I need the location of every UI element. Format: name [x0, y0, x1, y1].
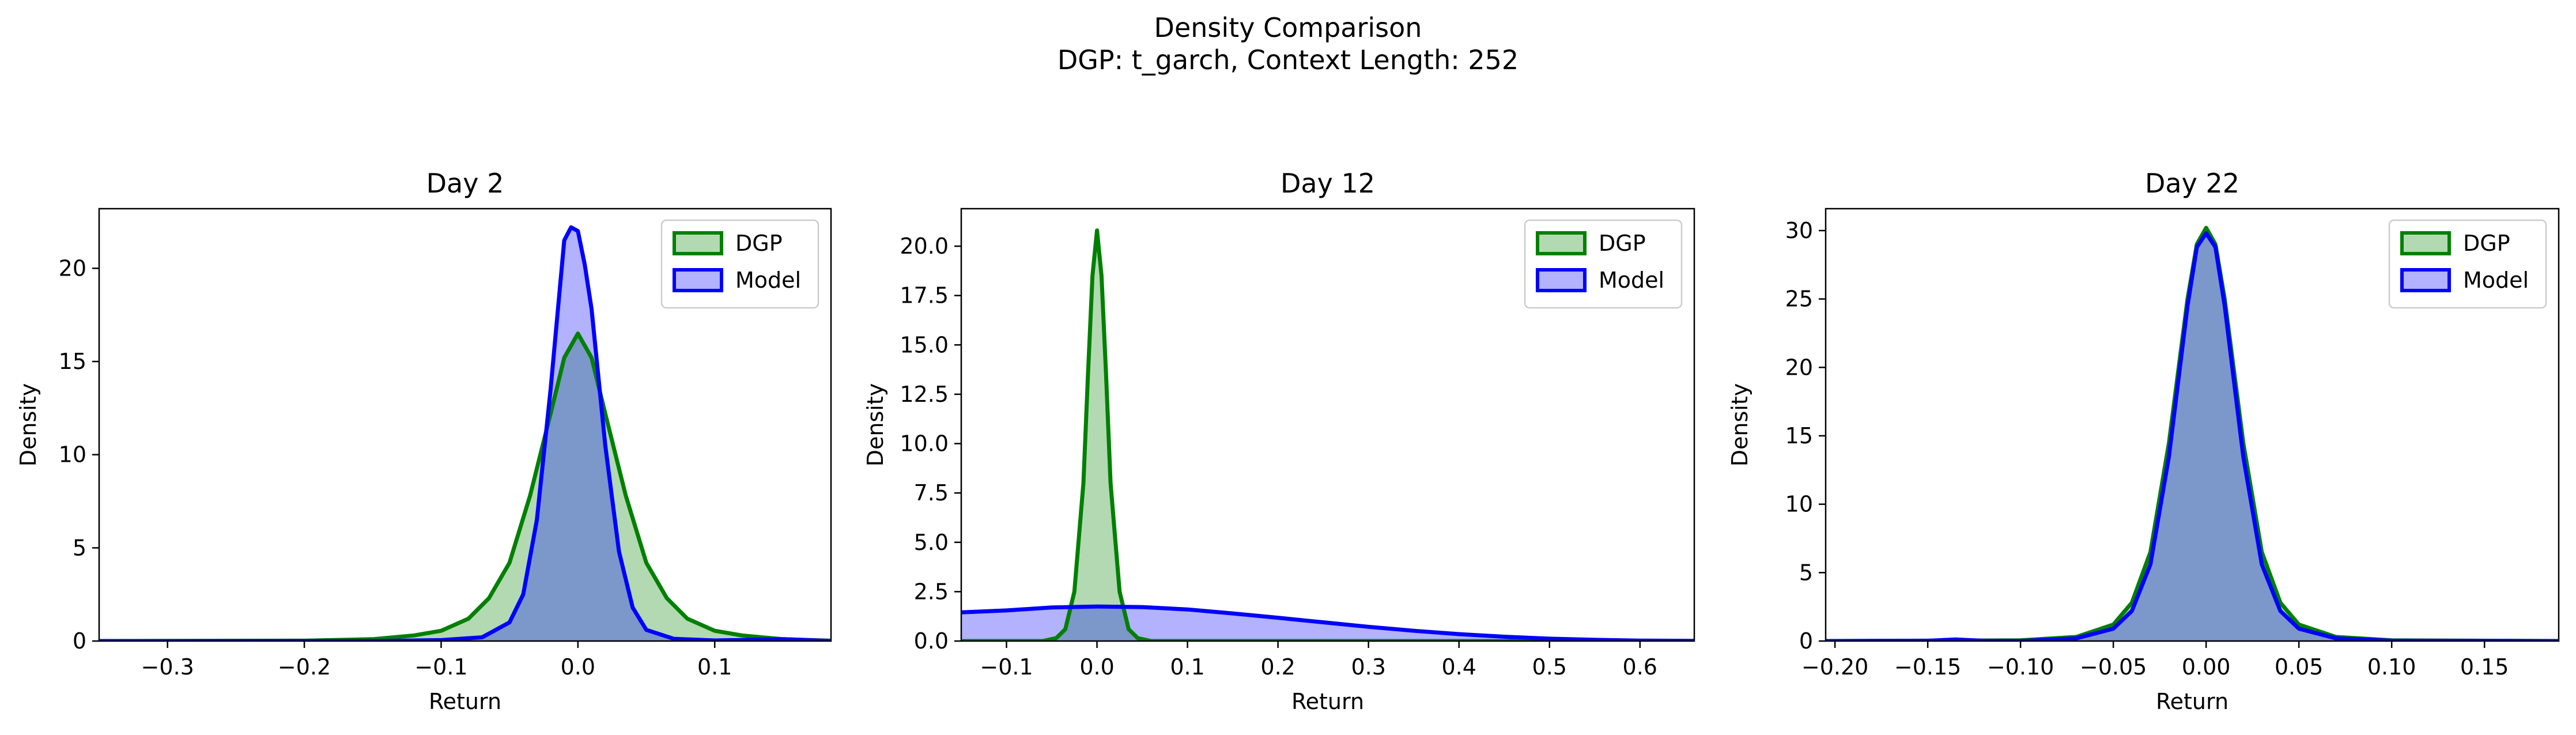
y-tick-label: 5: [1799, 560, 1813, 585]
x-tick-label: 0.0: [561, 654, 595, 680]
series-group: [99, 225, 831, 641]
y-tick-label: 0: [1799, 628, 1813, 654]
series-group: [961, 228, 1694, 641]
x-tick-label: 0.10: [2367, 654, 2416, 680]
y-tick-label: 17.5: [900, 283, 949, 308]
axes-frame: [960, 208, 1695, 642]
legend-label-dgp: DGP: [2463, 231, 2510, 256]
subplot-title: Day 2: [426, 168, 504, 199]
y-tick-label: 10: [1785, 492, 1813, 517]
x-tick-label: −0.1: [414, 654, 467, 680]
x-axis-label: Return: [429, 689, 501, 714]
subplot-1: −0.3 −0.2 −0.1 0.0 0.1 0 5 10 15 20 Day 2 Return Den…: [16, 168, 832, 714]
x-tick-label: 0.6: [1623, 654, 1657, 680]
subplot-2: −0.1 0.0 0.1 0.2 0.3 0.4 0.5 0.6 0.0 2.5 5.0 7.5 10.…: [863, 168, 1695, 714]
series-area-dgp: [99, 333, 831, 641]
y-tick-label: 5: [73, 535, 86, 560]
x-tick-label: 0.1: [1170, 654, 1204, 680]
series-line-dgp: [961, 228, 1694, 641]
y-tick-label: 5.0: [914, 530, 949, 555]
y-tick-label: 12.5: [900, 382, 949, 407]
legend: DGP Model: [660, 219, 819, 309]
y-tick-label: 7.5: [914, 480, 949, 506]
x-tick-label: −0.15: [1894, 654, 1961, 680]
series-area-model: [1826, 233, 2559, 641]
legend-box: [660, 219, 819, 309]
y-axis-label: Density: [16, 383, 41, 466]
y-tick-label: 30: [1785, 218, 1813, 243]
legend: DGP Model: [2388, 219, 2547, 309]
x-tick-label: −0.1: [980, 654, 1033, 680]
y-tick-label: 25: [1785, 287, 1813, 312]
x-axis-label: Return: [1291, 689, 1364, 714]
x-tick-label: 0.2: [1260, 654, 1295, 680]
y-tick-label: 15: [1785, 423, 1813, 448]
y-tick-label: 2.5: [914, 579, 949, 604]
x-axis-label: Return: [2156, 689, 2228, 714]
x-tick-label: 0.5: [1532, 654, 1567, 680]
y-axis-label: Density: [863, 383, 888, 466]
y-tick-label: 20: [59, 255, 86, 281]
y-tick-label: 20: [1785, 355, 1813, 380]
y-tick-label: 20.0: [900, 233, 949, 259]
x-tick-label: −0.20: [1801, 654, 1868, 680]
figure-subtitle: DGP: t_garch, Context Length: 252: [1057, 44, 1519, 76]
legend-box: [1524, 219, 1683, 309]
axes-frame: [1825, 208, 2560, 642]
x-tick-label: −0.10: [1987, 654, 2054, 680]
series-line-dgp: [1826, 225, 2559, 641]
legend: DGP Model: [1524, 219, 1683, 309]
series-line-model: [99, 225, 831, 641]
x-tick-label: −0.05: [2080, 654, 2147, 680]
x-tick-label: 0.00: [2182, 654, 2231, 680]
y-tick-label: 10: [59, 442, 86, 468]
figure-title: Density Comparison: [1154, 12, 1422, 43]
x-tick-label: 0.15: [2460, 654, 2509, 680]
y-axis-label: Density: [1727, 383, 1752, 466]
series-line-dgp: [99, 331, 831, 641]
x-tick-label: 0.4: [1441, 654, 1476, 680]
legend-label-model: Model: [735, 267, 801, 293]
legend-swatch-dgp: [673, 231, 723, 255]
legend-swatch-model: [673, 268, 723, 292]
y-tick-label: 0: [73, 628, 86, 654]
legend-swatch-model: [1536, 268, 1587, 292]
legend-label-dgp: DGP: [1599, 231, 1646, 256]
x-tick-label: −0.3: [141, 654, 194, 680]
x-tick-label: 0.05: [2275, 654, 2324, 680]
subplot-title: Day 12: [1281, 168, 1375, 199]
series-line-model: [961, 604, 1694, 641]
y-tick-label: 15: [59, 349, 86, 374]
legend-label-model: Model: [2463, 267, 2529, 293]
x-tick-label: 0.1: [697, 654, 732, 680]
legend-swatch-model: [2400, 268, 2451, 292]
legend-box: [2388, 219, 2547, 309]
x-tick-label: 0.0: [1079, 654, 1114, 680]
subplot-title: Day 22: [2145, 168, 2239, 199]
axes-frame: [98, 208, 832, 642]
y-tick-label: 0.0: [914, 628, 949, 654]
legend-label-dgp: DGP: [735, 231, 783, 256]
x-tick-label: 0.3: [1351, 654, 1385, 680]
legend-label-model: Model: [1599, 267, 1664, 293]
subplot-3: −0.20 −0.15 −0.10 −0.05 0.00 0.05 0.10 0.15 0 5 10…: [1727, 168, 2560, 714]
legend-swatch-dgp: [2400, 231, 2451, 255]
y-tick-label: 15.0: [900, 332, 949, 357]
x-tick-label: −0.2: [278, 654, 331, 680]
y-tick-label: 10.0: [900, 431, 949, 457]
legend-swatch-dgp: [1536, 231, 1587, 255]
series-area-dgp: [1826, 228, 2559, 641]
